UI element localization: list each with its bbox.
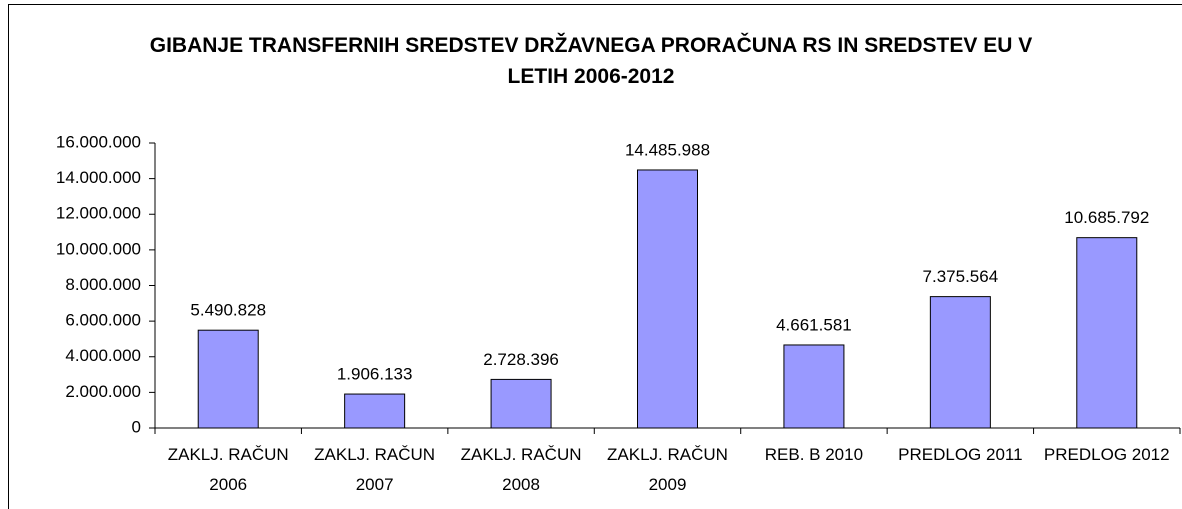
bar: [490, 378, 552, 429]
y-tick-label: 4.000.000: [65, 346, 141, 365]
chart-frame: [8, 4, 1182, 509]
x-tick-label: ZAKLJ. RAČUN 2009: [607, 445, 728, 494]
y-tick-label: 14.000.000: [56, 168, 141, 187]
value-label: 10.685.792: [1064, 208, 1149, 227]
y-tick-label: 6.000.000: [65, 311, 141, 330]
x-tick-label: ZAKLJ. RAČUN 2007: [314, 445, 436, 494]
value-label: 1.906.133: [337, 365, 413, 384]
x-tick-label: REB. B 2010: [764, 445, 864, 464]
value-label: 5.490.828: [190, 301, 266, 320]
y-tick-label: 8.000.000: [65, 275, 141, 294]
x-tick-label: PREDLOG 2012: [1043, 445, 1170, 464]
value-label: 2.728.396: [483, 350, 559, 369]
y-tick-label: 2.000.000: [65, 382, 141, 401]
x-tick-label: ZAKLJ. RAČUN 2008: [460, 445, 582, 494]
x-tick-label: PREDLOG 2011: [898, 445, 1023, 464]
y-tick-label: 12.000.000: [56, 204, 141, 223]
value-label: 14.485.988: [625, 140, 710, 159]
x-tick-label: ZAKLJ. RAČUN 2006: [167, 445, 289, 494]
chart-title: GIBANJE TRANSFERNIH SREDSTEV DRŽAVNEGA P…: [149, 34, 1033, 88]
y-tick-label: 0: [132, 417, 141, 436]
bar: [637, 169, 698, 429]
y-tick-label: 16.000.000: [56, 132, 141, 151]
bar: [929, 296, 991, 429]
value-label: 4.661.581: [776, 315, 852, 334]
bar: [1076, 237, 1138, 429]
bar: [344, 393, 406, 429]
bar: [783, 344, 845, 429]
value-label: 7.375.564: [923, 267, 999, 286]
bar: [197, 329, 259, 429]
y-tick-label: 10.000.000: [56, 239, 141, 258]
